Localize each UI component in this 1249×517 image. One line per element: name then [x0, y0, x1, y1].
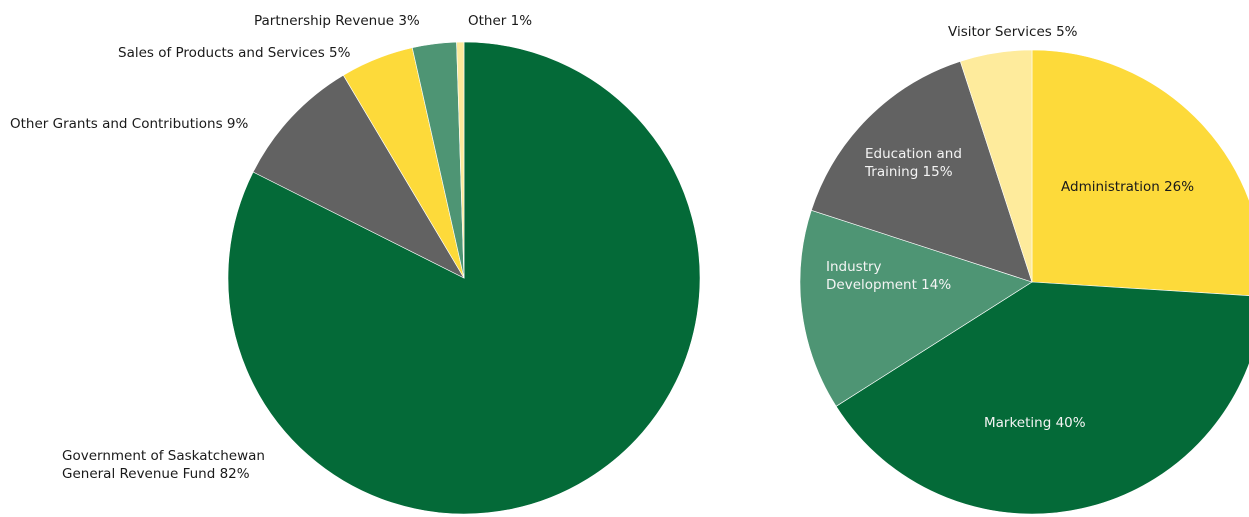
slice-label-other-1: Other 1% — [468, 13, 532, 29]
slice-label-line: Other Grants and Contributions 9% — [10, 116, 249, 132]
slice-label-government-of-saskatchewan-general-revenue-fund-82: Government of Saskatchewan General Revenu… — [62, 448, 265, 482]
slice-label-line: Education and — [865, 146, 962, 162]
slice-label-line: Industry — [826, 259, 882, 275]
slice-label-line: Development 14% — [826, 277, 951, 293]
pie-slice-marketing-40 — [835, 281, 1249, 515]
slice-label-industry-development-14: Industry Development 14% — [826, 259, 951, 293]
slice-label-visitor-services-5: Visitor Services 5% — [948, 24, 1078, 40]
slice-label-line: Other 1% — [468, 13, 532, 29]
slice-label-administration-26: Administration 26% — [1061, 179, 1194, 195]
slice-label-line: Sales of Products and Services 5% — [118, 45, 351, 61]
expense-pie-chart: Administration 26% Marketing 40% Industry D… — [799, 24, 1249, 515]
slice-label-line: Training 15% — [864, 164, 953, 180]
slice-label-sales-of-products-and-services-5: Sales of Products and Services 5% — [118, 45, 351, 61]
revenue-pie-chart: Government of Saskatchewan General Revenu… — [10, 13, 701, 515]
slice-label-line: General Revenue Fund 82% — [62, 466, 250, 482]
slice-label-line: Visitor Services 5% — [948, 24, 1078, 40]
slice-label-line: Partnership Revenue 3% — [254, 13, 420, 29]
pie-slice-other-grants-and-contributions-9 — [252, 74, 465, 279]
slice-label-other-grants-and-contributions-9: Other Grants and Contributions 9% — [10, 116, 249, 132]
slice-label-line: Administration 26% — [1061, 179, 1194, 195]
pie-slice-other-1 — [456, 41, 465, 279]
pie-slice-administration-26 — [1031, 49, 1249, 296]
slice-label-line: Marketing 40% — [984, 415, 1086, 431]
slice-label-marketing-40: Marketing 40% — [984, 415, 1086, 431]
slice-label-education-and-training-15: Education and Training 15% — [864, 146, 962, 180]
pie-slice-education-and-training-15 — [810, 60, 1033, 283]
pie-slice-visitor-services-5 — [959, 49, 1033, 283]
slice-label-line: Government of Saskatchewan — [62, 448, 265, 464]
slice-label-partnership-revenue-3: Partnership Revenue 3% — [254, 13, 420, 29]
pie-slice-industry-development-14 — [799, 209, 1033, 407]
